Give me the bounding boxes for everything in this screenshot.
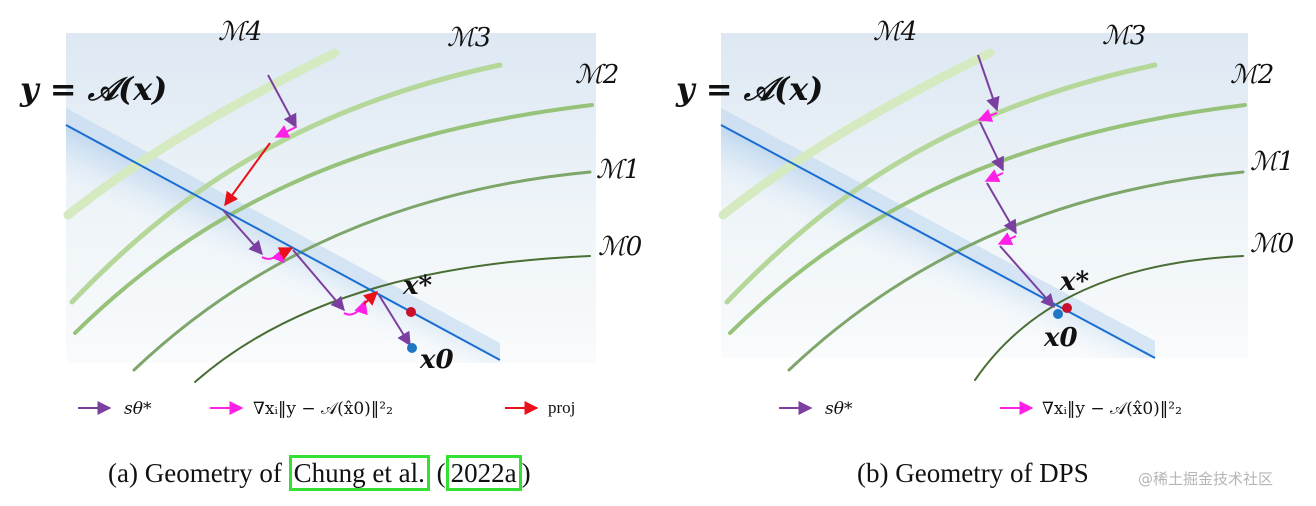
panel-b-manifold-2-label: ℳ2	[1230, 60, 1274, 90]
panel-a-proj-arrow-1	[224, 142, 271, 207]
panel-a-caption-open-paren: (	[429, 458, 446, 488]
panel-b-manifold-0	[974, 255, 1244, 381]
panel-a-x0-dot	[407, 343, 417, 353]
panel-b-manifold-2	[728, 103, 1247, 335]
panel-b-manifold-1	[787, 170, 1245, 372]
panel-b-caption: (b) Geometry of DPS	[857, 458, 1089, 488]
panel-a-caption-close-paren: )	[521, 458, 531, 488]
panel-a-manifold-3-label: ℳ3	[447, 23, 491, 53]
panel-b-manifold-4-label: ℳ4	[873, 17, 917, 47]
panel-a-grad-arrow-1	[274, 125, 297, 138]
panel-a: y = 𝒜(x) ℳ4 ℳ3 ℳ2 ℳ1 ℳ0 x* x0 sθ* ∇xᵢ‖y …	[19, 17, 642, 419]
panel-a-x-star-dot	[406, 307, 416, 317]
panel-b-manifold-4	[718, 48, 995, 220]
panel-a-caption: (a) Geometry of Chung et al. (2022a)	[108, 455, 531, 491]
panel-b-score-arrow-4	[999, 245, 1055, 309]
panel-b: y = 𝒜(x) ℳ4 ℳ3 ℳ2 ℳ1 ℳ0 x* x0 sθ* ∇xᵢ‖y …	[675, 17, 1294, 419]
panel-b-manifold-3	[724, 62, 1158, 305]
panel-a-x-star-label: x*	[402, 271, 433, 301]
citation-link-authors[interactable]: Chung et al.	[288, 455, 430, 491]
panel-a-score-arrow-4	[378, 294, 411, 347]
panel-a-score-arrow-1	[267, 74, 297, 129]
panel-a-manifold-2-label: ℳ2	[575, 60, 619, 90]
panel-a-manifold-4	[63, 48, 340, 220]
panel-b-grad-arrow-2	[984, 169, 1004, 182]
panel-b-x0-label: x0	[1043, 323, 1078, 353]
panel-a-legend-score-label: sθ*	[124, 399, 152, 419]
panel-b-x-star-dot	[1062, 303, 1072, 313]
panel-a-manifold-4-label: ℳ4	[218, 17, 262, 47]
panel-b-score-arrow-2	[979, 121, 1004, 172]
panel-b-equation: y = 𝒜(x)	[675, 70, 823, 108]
panel-b-manifold-0-label: ℳ0	[1250, 229, 1294, 259]
panel-a-manifold-0	[194, 255, 591, 383]
panel-b-manifold-3-label: ℳ3	[1102, 21, 1146, 51]
panel-a-proj-arrow-2	[277, 247, 294, 260]
panel-a-x0-label: x0	[419, 345, 454, 375]
panel-b-measurement-line	[720, 124, 1156, 359]
panel-a-manifold-0-label: ℳ0	[598, 232, 642, 262]
panel-a-equation: y = 𝒜(x)	[19, 70, 167, 108]
panel-b-manifold-1-label: ℳ1	[1250, 147, 1294, 177]
panel-a-manifold-1-label: ℳ1	[596, 155, 640, 185]
panel-a-manifold-1	[132, 170, 592, 372]
panel-a-legend-proj-label: proj	[548, 398, 575, 417]
panel-a-manifold-2	[73, 103, 594, 335]
panel-a-measurement-line	[65, 124, 501, 361]
panel-b-legend-grad-label: ∇xᵢ‖y − 𝒜(x̂0)‖²₂	[1042, 399, 1182, 419]
panel-a-measurement-band-upper	[66, 108, 500, 360]
panel-a-caption-prefix: (a) Geometry of	[108, 458, 289, 488]
watermark: @稀土掘金技术社区	[1138, 470, 1274, 488]
citation-link-year[interactable]: 2022a	[445, 455, 522, 491]
panel-b-grad-arrow-1	[977, 108, 998, 122]
panel-b-score-arrow-3	[986, 182, 1017, 235]
panel-b-score-arrow-1	[977, 54, 1000, 112]
panel-b-x-star-label: x*	[1059, 267, 1090, 297]
panel-a-manifold-3	[69, 62, 503, 305]
panel-a-score-arrow-3	[292, 249, 345, 312]
panel-b-x0-dot	[1053, 309, 1063, 319]
panel-a-proj-arrow-3	[362, 291, 379, 306]
panel-b-grad-arrow-3	[997, 232, 1017, 245]
panel-a-legend-grad-label: ∇xᵢ‖y − 𝒜(x̂0)‖²₂	[253, 399, 393, 419]
panel-b-legend-score-label: sθ*	[825, 399, 853, 419]
panel-a-score-arrow-2	[222, 209, 263, 256]
